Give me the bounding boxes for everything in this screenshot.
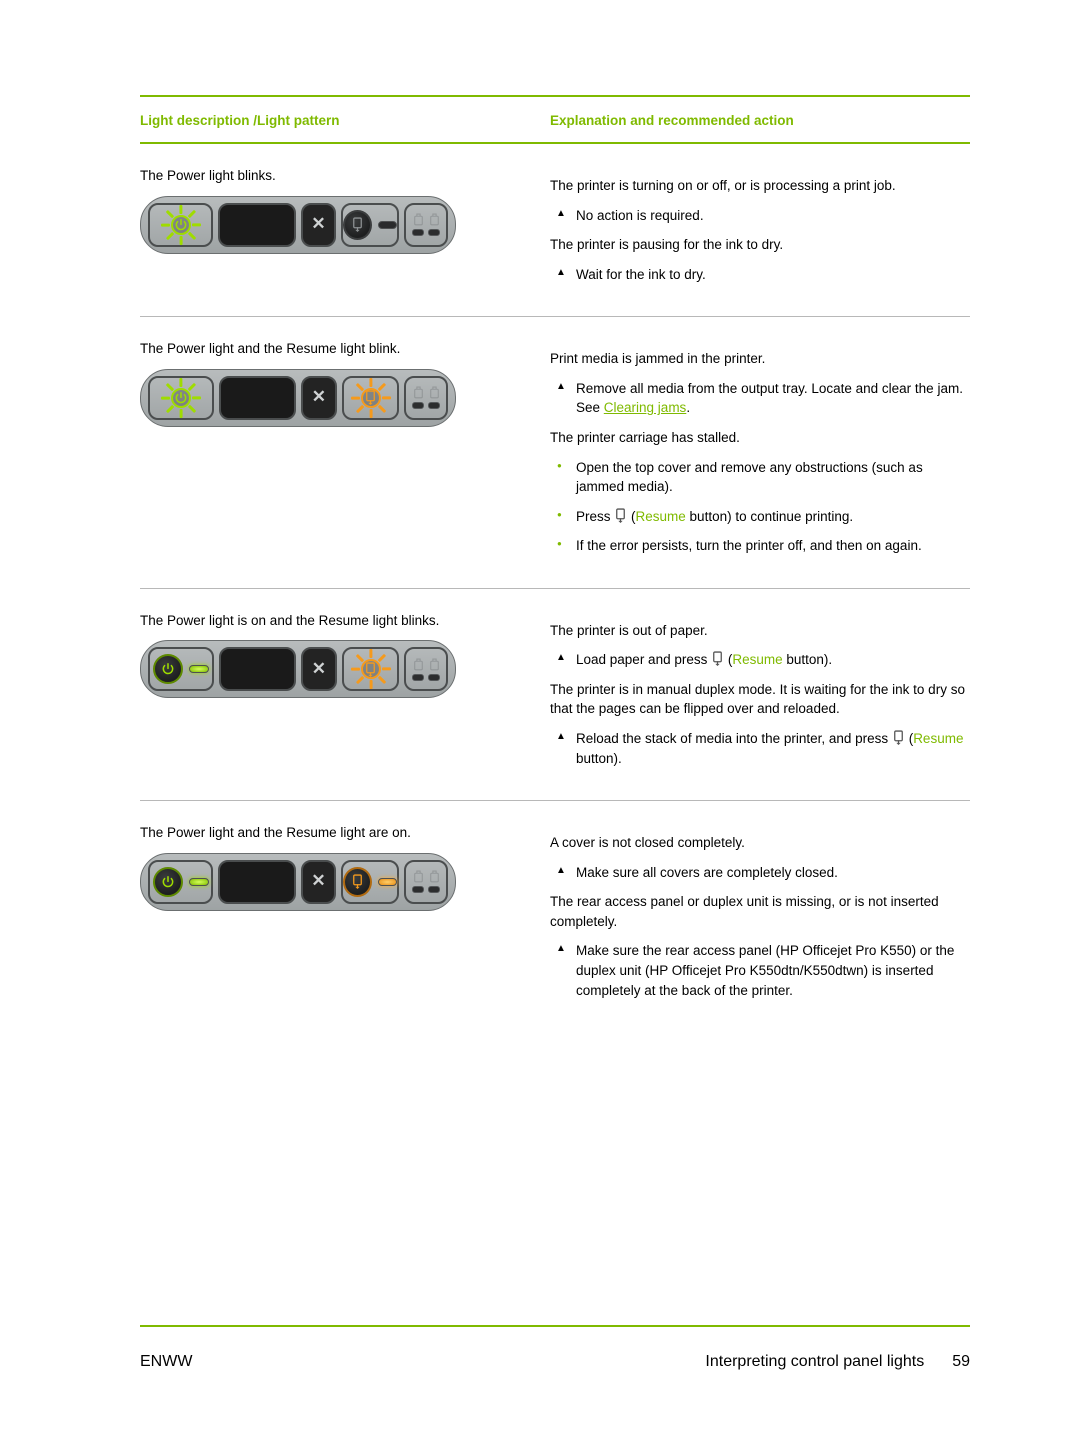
cancel-segment: ✕ [301, 203, 337, 247]
blank-segment [219, 376, 296, 420]
action-item: No action is required. [550, 206, 970, 226]
blank-segment [219, 647, 296, 691]
action-item: Load paper and press (Resume button). [550, 650, 970, 670]
header-col2: Explanation and recommended action [550, 113, 970, 128]
ink-segment [404, 376, 448, 420]
explanation-text: The printer is in manual duplex mode. It… [550, 680, 970, 719]
table-row: The Power light and the Resume light bli… [140, 317, 970, 589]
power-segment [148, 647, 214, 691]
explanation-cell: The printer is turning on or off, or is … [550, 166, 970, 294]
table-body: The Power light blinks. ✕ The printer is… [140, 144, 970, 1032]
table-row: The Power light and the Resume light are… [140, 801, 970, 1032]
light-description-cell: The Power light and the Resume light are… [140, 823, 550, 1010]
table-row: The Power light blinks. ✕ The printer is… [140, 144, 970, 317]
light-description-text: The Power light and the Resume light bli… [140, 339, 530, 359]
control-panel-illustration: ✕ [140, 196, 456, 254]
explanation-text: The printer is out of paper. [550, 621, 970, 641]
resume-segment [341, 860, 399, 904]
cancel-segment: ✕ [301, 376, 337, 420]
explanation-text: The printer carriage has stalled. [550, 428, 970, 448]
explanation-text: The printer is turning on or off, or is … [550, 176, 970, 196]
link-clearing-jams[interactable]: Clearing jams [604, 400, 687, 415]
ink-segment [404, 203, 448, 247]
action-item: Make sure the rear access panel (HP Offi… [550, 941, 970, 1000]
action-item: Make sure all covers are completely clos… [550, 863, 970, 883]
cancel-segment: ✕ [301, 860, 337, 904]
power-segment [148, 860, 213, 904]
action-item: If the error persists, turn the printer … [550, 536, 970, 556]
action-item: Reload the stack of media into the print… [550, 729, 970, 768]
header-col1: Light description /Light pattern [140, 113, 550, 128]
action-item: Press (Resume button) to continue printi… [550, 507, 970, 527]
top-rule [140, 95, 970, 97]
explanation-cell: The printer is out of paper. Load paper a… [550, 611, 970, 778]
action-item: Remove all media from the output tray. L… [550, 379, 970, 418]
footer-title: Interpreting control panel lights [705, 1353, 924, 1371]
blank-segment [218, 860, 295, 904]
cancel-icon: ✕ [311, 212, 325, 237]
power-segment [148, 203, 213, 247]
explanation-text: The printer is pausing for the ink to dr… [550, 235, 970, 255]
bottom-rule [140, 1325, 970, 1327]
explanation-cell: Print media is jammed in the printer. Rem… [550, 339, 970, 566]
cancel-icon: ✕ [312, 385, 326, 410]
resume-segment [342, 647, 400, 691]
table-header: Light description /Light pattern Explana… [140, 105, 970, 142]
ink-segment [404, 647, 448, 691]
blank-segment [218, 203, 295, 247]
table-row: The Power light is on and the Resume lig… [140, 589, 970, 801]
light-description-text: The Power light is on and the Resume lig… [140, 611, 530, 631]
light-description-cell: The Power light and the Resume light bli… [140, 339, 550, 566]
action-item: Wait for the ink to dry. [550, 265, 970, 285]
light-description-text: The Power light and the Resume light are… [140, 823, 530, 843]
page-footer: ENWW Interpreting control panel lights 5… [140, 1353, 970, 1371]
control-panel-illustration: ✕ [140, 853, 456, 911]
footer-page: 59 [952, 1353, 970, 1371]
explanation-text: The rear access panel or duplex unit is … [550, 892, 970, 931]
doc-page: Light description /Light pattern Explana… [0, 0, 1080, 1437]
cancel-segment: ✕ [301, 647, 337, 691]
ink-segment [404, 860, 448, 904]
light-description-cell: The Power light is on and the Resume lig… [140, 611, 550, 778]
cancel-icon: ✕ [312, 657, 326, 682]
control-panel-illustration: ✕ [140, 369, 456, 427]
light-description-cell: The Power light blinks. ✕ [140, 166, 550, 294]
resume-segment [341, 203, 399, 247]
explanation-text: Print media is jammed in the printer. [550, 349, 970, 369]
control-panel-illustration: ✕ [140, 640, 456, 698]
resume-segment [342, 376, 400, 420]
power-segment [148, 376, 214, 420]
explanation-cell: A cover is not closed completely. Make su… [550, 823, 970, 1010]
action-item: Open the top cover and remove any obstru… [550, 458, 970, 497]
light-description-text: The Power light blinks. [140, 166, 530, 186]
explanation-text: A cover is not closed completely. [550, 833, 970, 853]
footer-left: ENWW [140, 1353, 192, 1371]
cancel-icon: ✕ [311, 869, 325, 894]
